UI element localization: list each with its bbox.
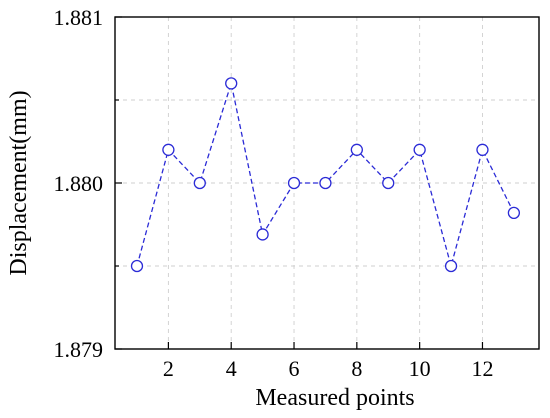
data-point	[319, 176, 332, 190]
x-tick-label: 10	[409, 356, 431, 381]
x-axis-title: Measured points	[255, 385, 414, 411]
data-point	[225, 77, 238, 90]
data-point	[162, 143, 175, 156]
y-tick-label: 1.881	[54, 5, 104, 30]
data-point	[413, 143, 426, 156]
series-line	[136, 80, 515, 269]
data-point	[193, 176, 206, 190]
x-tick-label: 6	[289, 356, 300, 381]
data-point	[256, 228, 269, 241]
y-tick-label: 1.880	[54, 171, 104, 196]
series-layer	[130, 77, 521, 273]
x-tick-label: 8	[351, 356, 362, 381]
x-tick-label: 12	[471, 356, 493, 381]
data-point	[507, 206, 521, 220]
axis-ticks: 2 4 6 8 10 12 1.879 1.880 1.881	[54, 5, 494, 381]
x-tick-label: 2	[163, 356, 174, 381]
data-point	[350, 143, 363, 156]
y-axis-title: Displacement(mm)	[6, 90, 32, 275]
data-point	[444, 259, 458, 273]
y-tick-label: 1.879	[54, 337, 104, 362]
data-point	[476, 143, 489, 156]
data-point	[382, 176, 395, 190]
data-point	[287, 176, 301, 190]
x-tick-label: 4	[226, 356, 237, 381]
data-point	[130, 259, 144, 273]
